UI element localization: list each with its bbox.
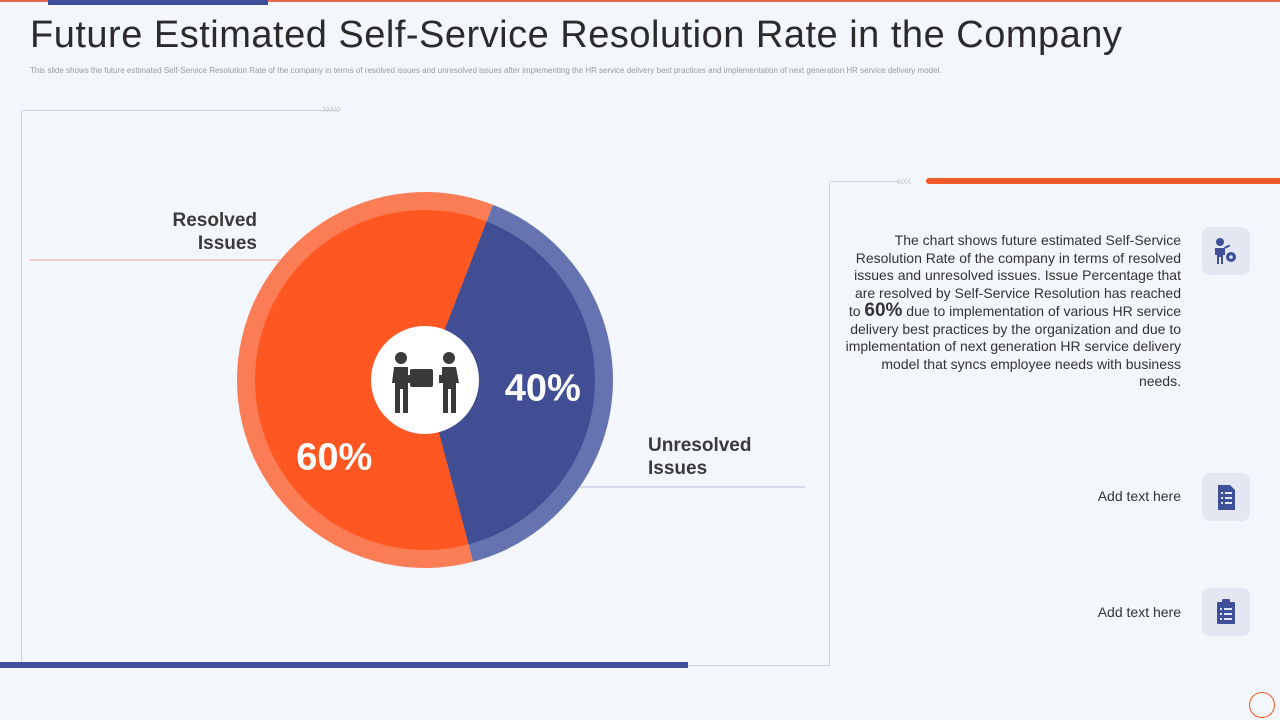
top-rule xyxy=(0,0,1280,2)
resolved-label-line1: Resolved xyxy=(172,210,257,231)
unresolved-data-label: 40% xyxy=(505,368,581,410)
clipboard-checklist-icon-box xyxy=(1202,588,1250,636)
clipboard-checklist-icon xyxy=(1217,599,1235,624)
person-gear-icon xyxy=(1215,238,1236,264)
bottom-accent-bar xyxy=(0,662,688,668)
pie-slice-unresolved-issues xyxy=(425,221,595,545)
people-handing-box-icon xyxy=(392,352,459,413)
unresolved-label-line2: Issues xyxy=(648,458,708,479)
description-text: The chart shows future estimated Self-Se… xyxy=(840,232,1181,391)
pie-slice-resolved-issues xyxy=(255,210,487,550)
chevrons-decoration-right: ‹‹‹‹ xyxy=(896,172,912,188)
corner-circle-decoration xyxy=(1249,692,1275,718)
frame-gap xyxy=(340,100,840,118)
chevrons-decoration-left: ››››› xyxy=(322,100,341,116)
description-highlight: 60% xyxy=(864,300,903,321)
top-accent-bar xyxy=(48,0,268,5)
resolved-label-line2: Issues xyxy=(197,233,257,254)
orange-accent-bar xyxy=(926,178,1280,184)
unresolved-label-line1: Unresolved xyxy=(648,435,752,456)
add-text-item-2: Add text here xyxy=(1097,604,1181,620)
resolved-data-label: 60% xyxy=(296,436,372,478)
unresolved-category-label: Unresolved Issues xyxy=(648,434,751,480)
pie-chart: 60% 40% xyxy=(30,191,805,568)
description-part2: due to implementation of various HR serv… xyxy=(845,303,1181,389)
document-list-icon-box xyxy=(1202,473,1250,521)
add-text-item-1: Add text here xyxy=(1097,488,1181,504)
description-part1: The chart shows future estimated Self-Se… xyxy=(848,232,1181,319)
right-connector-line xyxy=(830,181,900,182)
frame-gap-right xyxy=(828,110,832,182)
page-subtitle: This slide shows the future estimated Se… xyxy=(30,66,942,75)
person-gear-icon-box xyxy=(1202,227,1250,275)
document-list-icon xyxy=(1218,485,1235,510)
resolved-category-label: Resolved Issues xyxy=(173,209,257,255)
page-title: Future Estimated Self-Service Resolution… xyxy=(30,14,1123,56)
